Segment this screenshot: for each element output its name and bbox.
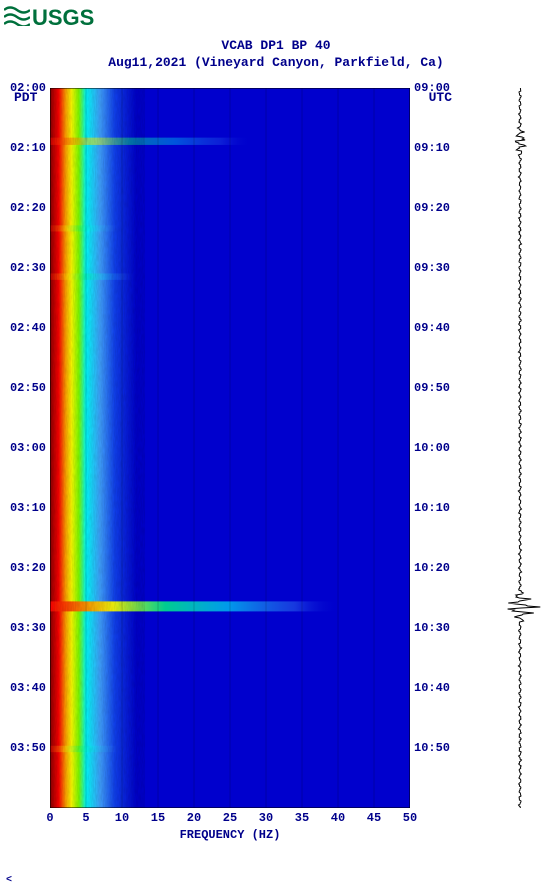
- freq-tick: 35: [290, 811, 314, 825]
- left-time-tick: 02:00: [0, 81, 46, 95]
- freq-tick: 25: [218, 811, 242, 825]
- right-time-tick: 10:20: [414, 561, 460, 575]
- left-time-tick: 02:50: [0, 381, 46, 395]
- right-time-tick: 10:10: [414, 501, 460, 515]
- left-time-tick: 03:30: [0, 621, 46, 635]
- left-time-tick: 03:40: [0, 681, 46, 695]
- freq-tick: 45: [362, 811, 386, 825]
- left-time-tick: 02:40: [0, 321, 46, 335]
- right-time-tick: 09:40: [414, 321, 460, 335]
- chart-header: VCAB DP1 BP 40 PDT Aug11,2021 (Vineyard …: [0, 38, 552, 70]
- right-time-tick: 10:00: [414, 441, 460, 455]
- spectrogram-svg: [50, 88, 410, 808]
- freq-tick: 5: [74, 811, 98, 825]
- right-time-tick: 10:50: [414, 741, 460, 755]
- right-time-tick: 10:30: [414, 621, 460, 635]
- freq-tick: 30: [254, 811, 278, 825]
- right-time-tick: 09:00: [414, 81, 460, 95]
- left-time-tick: 03:10: [0, 501, 46, 515]
- corner-glyph: <: [6, 875, 12, 886]
- spectrogram-chart: 02:0009:0002:1009:1002:2009:2002:3009:30…: [50, 88, 410, 808]
- left-time-tick: 02:20: [0, 201, 46, 215]
- freq-tick: 40: [326, 811, 350, 825]
- left-time-tick: 02:10: [0, 141, 46, 155]
- left-time-tick: 03:50: [0, 741, 46, 755]
- x-axis-title: FREQUENCY (HZ): [180, 828, 281, 842]
- right-time-tick: 09:20: [414, 201, 460, 215]
- freq-tick: 10: [110, 811, 134, 825]
- freq-tick: 20: [182, 811, 206, 825]
- left-time-tick: 02:30: [0, 261, 46, 275]
- seismogram-trace: [498, 88, 542, 808]
- right-time-tick: 10:40: [414, 681, 460, 695]
- right-time-tick: 09:10: [414, 141, 460, 155]
- usgs-waves-icon: [4, 4, 30, 31]
- chart-title: VCAB DP1 BP 40: [0, 38, 552, 53]
- usgs-logo-text: USGS: [32, 5, 94, 31]
- right-time-tick: 09:30: [414, 261, 460, 275]
- left-time-tick: 03:20: [0, 561, 46, 575]
- freq-tick: 15: [146, 811, 170, 825]
- freq-tick: 50: [398, 811, 422, 825]
- usgs-logo: USGS: [4, 4, 94, 31]
- right-time-tick: 09:50: [414, 381, 460, 395]
- left-time-tick: 03:00: [0, 441, 46, 455]
- freq-tick: 0: [38, 811, 62, 825]
- chart-subtitle: Aug11,2021 (Vineyard Canyon, Parkfield, …: [108, 55, 443, 70]
